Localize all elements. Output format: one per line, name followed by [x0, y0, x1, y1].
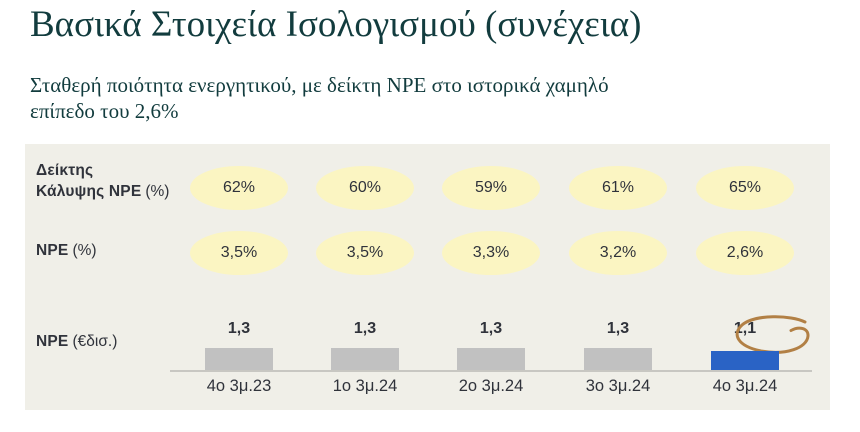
- npe-ratio-bubble: 3,3%: [442, 231, 540, 275]
- row-label-unit: (%): [145, 183, 170, 201]
- npe-ratio-bubble: 3,5%: [316, 231, 414, 275]
- coverage-value-bubble: 65%: [696, 166, 794, 210]
- bar-value-label: 1,3: [606, 320, 630, 337]
- coverage-value-bubble: 61%: [569, 166, 667, 210]
- npe-ratio-bubble: 2,6%: [696, 231, 794, 275]
- row-label-text: NPE: [36, 333, 69, 350]
- row-label-coverage-ratio: Δείκτης Κάλυψης NPE (%): [36, 160, 191, 202]
- row-label-npe-percent: NPE (%): [36, 240, 191, 261]
- x-axis-label: 4ο 3μ.24: [712, 377, 778, 395]
- x-axis-label: 3ο 3μ.24: [585, 377, 651, 395]
- bar-value-label-highlighted: 1,1: [733, 320, 757, 337]
- npe-bar: [457, 348, 525, 370]
- row-label-unit: (%): [72, 242, 97, 259]
- row-label-unit: (€δισ.): [72, 333, 118, 350]
- npe-bar: [205, 348, 273, 370]
- row-label-text: NPE: [36, 242, 69, 259]
- row-label-npe-billions: NPE (€δισ.): [36, 331, 191, 352]
- npe-bar: [584, 348, 652, 370]
- x-axis-label: 1ο 3μ.24: [332, 377, 398, 395]
- npe-bar-highlighted: [711, 351, 779, 370]
- page-title: Βασικά Στοιχεία Ισολογισμού (συνέχεια): [30, 4, 642, 45]
- bar-value-label: 1,3: [227, 320, 251, 337]
- coverage-value-bubble: 59%: [442, 166, 540, 210]
- npe-ratio-bubble: 3,5%: [190, 231, 288, 275]
- slide-subtitle: Σταθερή ποιότητα ενεργητικού, με δείκτη …: [30, 73, 609, 124]
- data-panel: Δείκτης Κάλυψης NPE (%) NPE (%) NPE (€δισ.)…: [25, 144, 830, 410]
- x-axis-label: 4ο 3μ.23: [206, 377, 272, 395]
- bar-value-label: 1,3: [353, 320, 377, 337]
- npe-ratio-bubble: 3,2%: [569, 231, 667, 275]
- row-label-text: Δείκτης Κάλυψης NPE: [36, 162, 142, 201]
- bar-value-label: 1,3: [479, 320, 503, 337]
- x-axis-line: [170, 370, 812, 372]
- npe-bar: [331, 348, 399, 370]
- coverage-value-bubble: 60%: [316, 166, 414, 210]
- coverage-value-bubble: 62%: [190, 166, 288, 210]
- x-axis-label: 2ο 3μ.24: [458, 377, 524, 395]
